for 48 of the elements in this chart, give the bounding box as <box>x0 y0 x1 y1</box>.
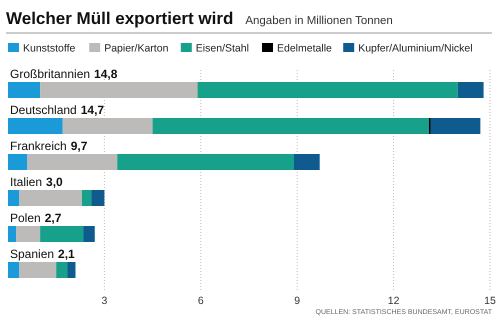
bar <box>82 190 92 206</box>
y-tick-label: Frankreich <box>10 139 67 153</box>
bar <box>8 154 28 170</box>
bar <box>152 118 429 134</box>
bar <box>198 82 458 98</box>
chart-subtitle: Angaben in Millionen Tonnen <box>245 15 393 27</box>
bar <box>27 154 118 170</box>
legend-label: Papier/Karton <box>104 42 169 54</box>
bar <box>40 82 198 98</box>
total-label: 2,1 <box>58 247 76 261</box>
bar <box>458 82 484 98</box>
y-tick-label: Großbritannien <box>10 67 90 81</box>
bar <box>117 154 294 170</box>
bar <box>19 262 56 278</box>
legend-label: Kunststoffe <box>23 42 76 54</box>
bar <box>294 154 320 170</box>
bar <box>84 226 95 242</box>
bar <box>8 190 20 206</box>
total-label: 3,0 <box>46 175 64 189</box>
y-tick-label: Deutschland <box>10 103 77 117</box>
bar <box>40 226 84 242</box>
bar <box>430 118 480 134</box>
bar <box>8 82 40 98</box>
x-tick-label: 15 <box>484 295 496 307</box>
y-tick-label: Italien <box>10 175 42 189</box>
chart-title: Welcher Müll exportiert wird <box>6 9 234 28</box>
legend-label: Edelmetalle <box>277 42 332 54</box>
x-tick-label: 6 <box>198 295 204 307</box>
bar <box>16 226 40 242</box>
bar <box>8 118 63 134</box>
legend-label: Kupfer/Aluminium/Nickel <box>358 42 473 54</box>
bar <box>8 262 20 278</box>
total-label: 2,7 <box>44 211 62 225</box>
bar <box>62 118 153 134</box>
bar <box>56 262 68 278</box>
y-tick-label: Spanien <box>10 247 54 261</box>
total-label: 9,7 <box>70 139 88 153</box>
bar <box>67 262 76 278</box>
x-tick-label: 3 <box>101 295 108 307</box>
y-tick-label: Polen <box>10 211 41 225</box>
x-tick-label: 9 <box>294 295 300 307</box>
bar <box>92 190 104 206</box>
bar <box>8 226 16 242</box>
total-label: 14,7 <box>80 103 104 117</box>
legend-label: Eisen/Stahl <box>196 42 249 54</box>
total-label: 14,8 <box>94 67 118 81</box>
bar <box>19 190 82 206</box>
x-tick-label: 12 <box>388 295 400 307</box>
